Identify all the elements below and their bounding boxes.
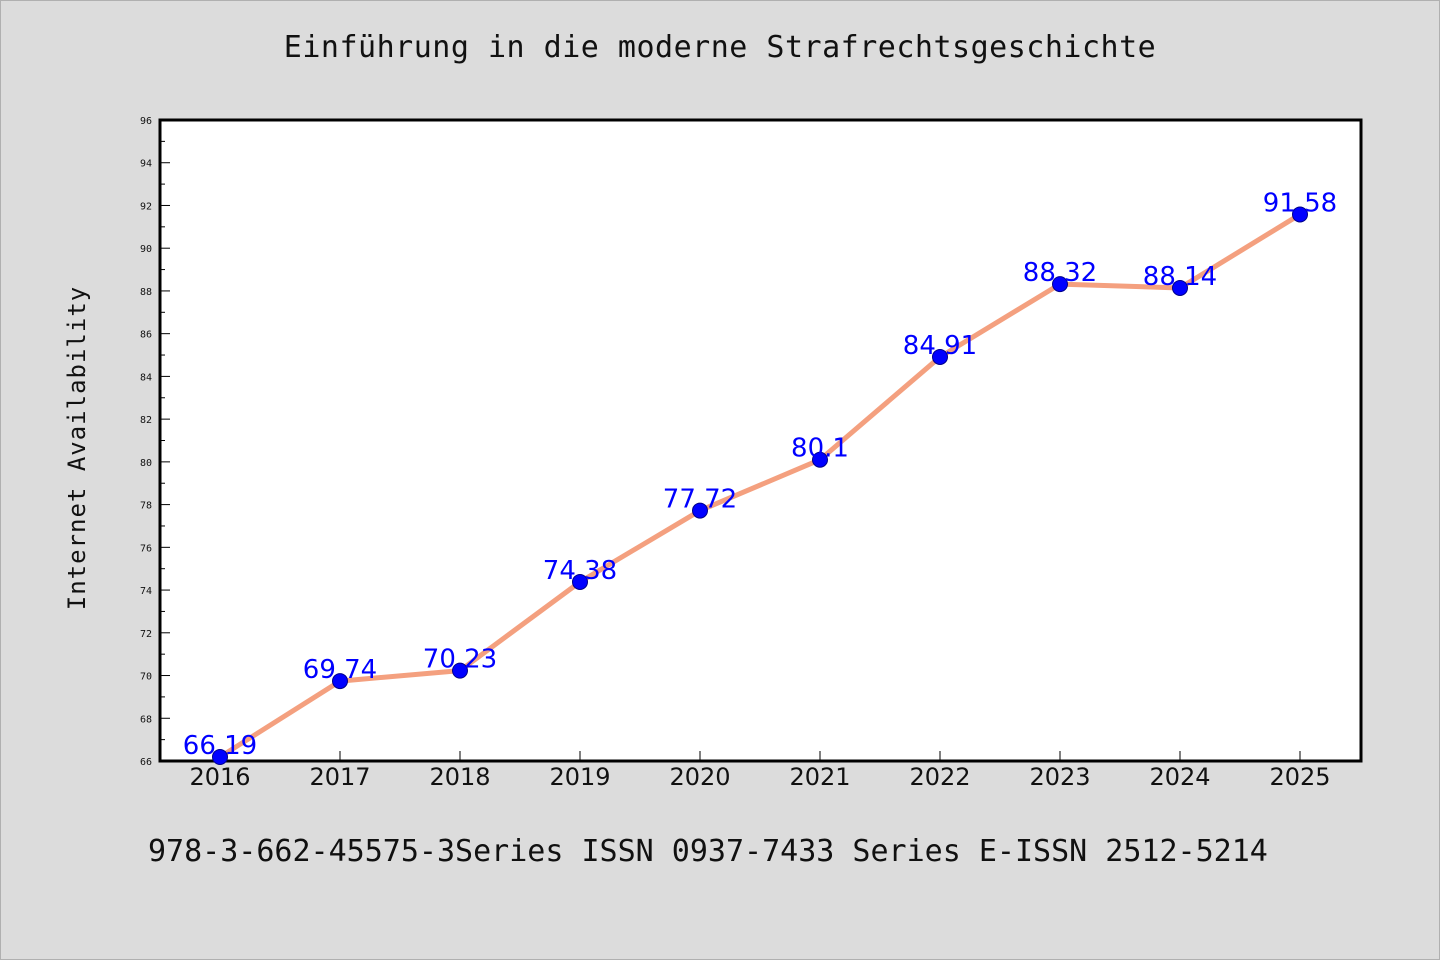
y-tick-label: 66: [140, 757, 152, 768]
chart-title: Einführung in die moderne Strafrechtsges…: [283, 30, 1157, 65]
data-point: [452, 662, 468, 679]
data-point: [212, 748, 228, 765]
x-tick-label: 2025: [1269, 763, 1330, 791]
y-tick-label: 78: [140, 501, 152, 512]
x-tick-label: 2018: [429, 763, 490, 791]
data-label: 84.91: [903, 331, 977, 361]
y-tick-label: 76: [140, 543, 152, 554]
data-label: 69.74: [303, 655, 377, 685]
y-tick-label: 90: [140, 244, 152, 255]
data-point: [1292, 206, 1308, 223]
data-point: [932, 348, 948, 365]
x-tick-label: 2021: [789, 763, 850, 791]
data-point: [572, 573, 588, 590]
y-tick-label: 96: [140, 116, 152, 127]
data-label: 74.38: [543, 556, 617, 586]
plot-area: [158, 118, 1363, 763]
footer-text: 978-3-662-45575-3Series ISSN 0937-7433 S…: [148, 834, 1268, 869]
x-tick-label: 2016: [189, 763, 250, 791]
data-label: 66.19: [183, 731, 257, 761]
y-tick-label: 84: [140, 372, 152, 383]
y-tick-label: 80: [140, 458, 152, 469]
data-label: 80.1: [791, 434, 849, 464]
data-point: [812, 451, 828, 468]
x-tick-label: 2019: [549, 763, 610, 791]
y-tick-label: 72: [140, 629, 152, 640]
series-line: [217, 211, 1303, 760]
y-tick-label: 70: [140, 672, 152, 683]
y-tick-label: 68: [140, 714, 152, 725]
data-label: 91.58: [1263, 188, 1337, 218]
data-label: 70.23: [423, 645, 497, 675]
y-tick-label: 94: [140, 159, 152, 170]
data-point: [1172, 279, 1188, 296]
x-tick-label: 2022: [909, 763, 970, 791]
data-point: [332, 673, 348, 690]
data-label: 88.14: [1143, 262, 1217, 292]
x-tick-label: 2020: [669, 763, 730, 791]
data-point: [1052, 276, 1068, 293]
data-label: 88.32: [1023, 258, 1097, 288]
y-tick-label: 86: [140, 330, 152, 341]
x-tick-label: 2023: [1029, 763, 1090, 791]
x-tick-label: 2017: [309, 763, 370, 791]
x-tick-label: 2024: [1149, 763, 1210, 791]
y-tick-label: 82: [140, 415, 152, 426]
y-tick-label: 74: [140, 586, 152, 597]
data-point: [692, 502, 708, 519]
y-tick-label: 88: [140, 287, 152, 298]
y-tick-label: 92: [140, 201, 152, 212]
data-label: 77.72: [663, 485, 737, 515]
